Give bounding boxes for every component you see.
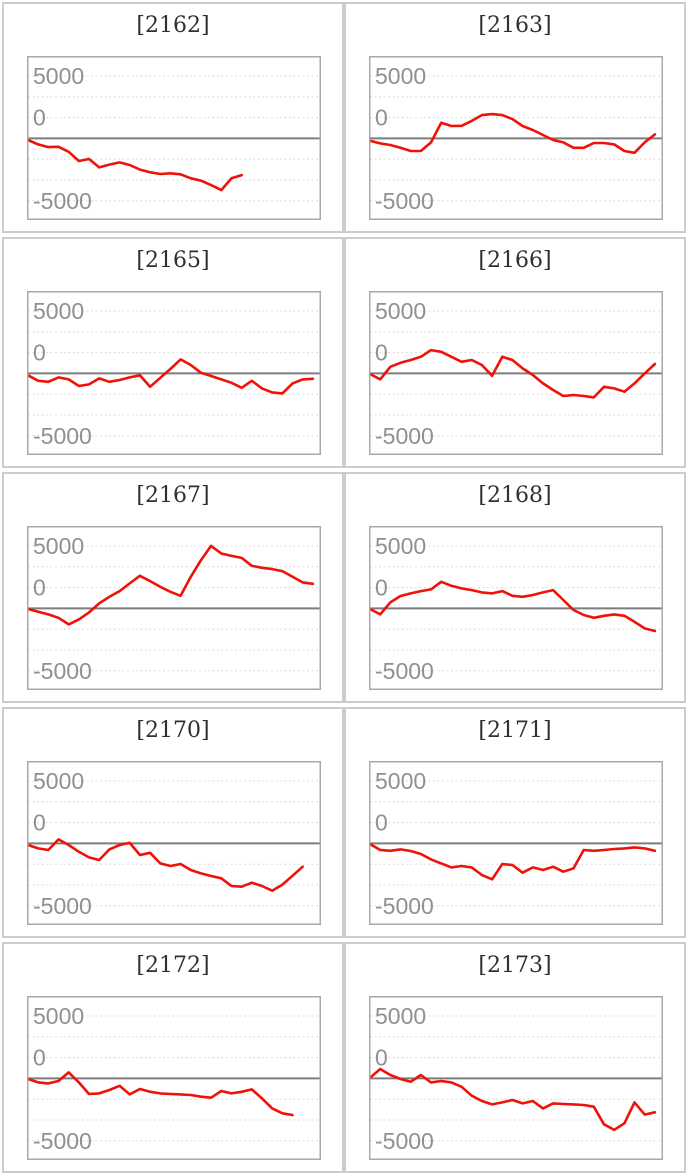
chart-plot: 5000 0 -5000: [369, 761, 663, 925]
chart-plot: 5000 0 -5000: [27, 291, 321, 455]
y-axis-label: 0: [33, 810, 46, 836]
chart-cell: [2162] 5000 0 -5000: [2, 2, 344, 233]
plot-border: [27, 291, 321, 455]
y-axis-label: 5000: [33, 533, 84, 559]
series-line: [27, 838, 305, 892]
plot-border: [369, 996, 663, 1160]
y-axis-label: 0: [375, 810, 388, 836]
line-chart: 5000 0 -5000: [369, 761, 663, 925]
y-axis-label: 0: [375, 1045, 388, 1071]
y-axis-label: -5000: [33, 188, 92, 214]
y-axis-label: 5000: [375, 533, 426, 559]
y-axis-label: -5000: [375, 893, 434, 919]
y-axis-label: -5000: [375, 188, 434, 214]
y-axis-label: 5000: [375, 1003, 426, 1029]
y-axis-label: 5000: [33, 768, 84, 794]
chart-cell: [2173] 5000 0 -5000: [344, 942, 686, 1173]
y-axis-label: -5000: [33, 423, 92, 449]
series-line: [369, 112, 657, 155]
chart-title: [2166]: [478, 248, 552, 273]
line-chart: 5000 0 -5000: [27, 526, 321, 690]
plot-border: [27, 526, 321, 690]
series-line: [27, 544, 315, 626]
y-axis-label: 0: [375, 340, 388, 366]
plot-border: [27, 56, 321, 220]
chart-plot: 5000 0 -5000: [27, 526, 321, 690]
y-axis-label: -5000: [375, 423, 434, 449]
y-axis-label: 0: [375, 105, 388, 131]
chart-cell: [2166] 5000 0 -5000: [344, 237, 686, 468]
chart-plot: 5000 0 -5000: [27, 996, 321, 1160]
series-line: [27, 138, 243, 192]
plot-border: [27, 996, 321, 1160]
series-line: [369, 1067, 657, 1132]
y-axis-label: 0: [33, 1045, 46, 1071]
y-axis-label: -5000: [375, 1128, 434, 1154]
series-line: [27, 358, 315, 395]
line-chart: 5000 0 -5000: [369, 56, 663, 220]
chart-title: [2170]: [136, 718, 210, 743]
chart-cell: [2170] 5000 0 -5000: [2, 707, 344, 938]
y-axis-label: -5000: [33, 658, 92, 684]
chart-title: [2165]: [136, 248, 210, 273]
y-axis-label: -5000: [33, 893, 92, 919]
series-line: [27, 1071, 294, 1117]
chart-plot: 5000 0 -5000: [27, 761, 321, 925]
y-axis-label: 0: [33, 575, 46, 601]
y-axis-label: 0: [375, 575, 388, 601]
series-line: [369, 348, 657, 399]
y-axis-label: 5000: [33, 298, 84, 324]
chart-title: [2163]: [478, 13, 552, 38]
chart-cell: [2172] 5000 0 -5000: [2, 942, 344, 1173]
chart-title: [2171]: [478, 718, 552, 743]
chart-title: [2172]: [136, 953, 210, 978]
chart-plot: 5000 0 -5000: [27, 56, 321, 220]
chart-plot: 5000 0 -5000: [369, 526, 663, 690]
y-axis-label: 0: [33, 340, 46, 366]
chart-title: [2167]: [136, 483, 210, 508]
y-axis-label: 5000: [33, 63, 84, 89]
line-chart: 5000 0 -5000: [369, 291, 663, 455]
chart-plot: 5000 0 -5000: [369, 56, 663, 220]
line-chart: 5000 0 -5000: [27, 996, 321, 1160]
series-line: [369, 842, 657, 881]
y-axis-label: 5000: [375, 298, 426, 324]
chart-cell: [2163] 5000 0 -5000: [344, 2, 686, 233]
chart-cell: [2167] 5000 0 -5000: [2, 472, 344, 703]
plot-border: [27, 761, 321, 925]
line-chart: 5000 0 -5000: [27, 761, 321, 925]
plot-border: [369, 761, 663, 925]
y-axis-label: 5000: [375, 63, 426, 89]
chart-title: [2168]: [478, 483, 552, 508]
series-line: [369, 580, 657, 633]
line-chart: 5000 0 -5000: [369, 526, 663, 690]
y-axis-label: 5000: [33, 1003, 84, 1029]
chart-plot: 5000 0 -5000: [369, 291, 663, 455]
chart-title: [2173]: [478, 953, 552, 978]
line-chart: 5000 0 -5000: [27, 291, 321, 455]
line-chart: 5000 0 -5000: [369, 996, 663, 1160]
line-chart: 5000 0 -5000: [27, 56, 321, 220]
chart-title: [2162]: [136, 13, 210, 38]
chart-cell: [2171] 5000 0 -5000: [344, 707, 686, 938]
plot-border: [369, 526, 663, 690]
y-axis-label: -5000: [375, 658, 434, 684]
y-axis-label: 0: [33, 105, 46, 131]
chart-plot: 5000 0 -5000: [369, 996, 663, 1160]
plot-border: [369, 291, 663, 455]
plot-border: [369, 56, 663, 220]
chart-cell: [2168] 5000 0 -5000: [344, 472, 686, 703]
y-axis-label: 5000: [375, 768, 426, 794]
y-axis-label: -5000: [33, 1128, 92, 1154]
chart-cell: [2165] 5000 0 -5000: [2, 237, 344, 468]
